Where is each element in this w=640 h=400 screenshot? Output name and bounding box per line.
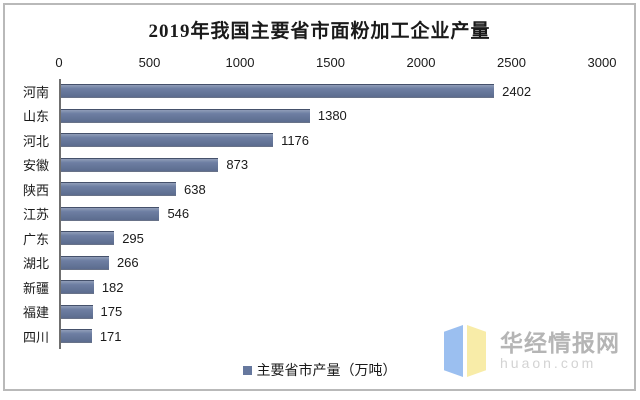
bar bbox=[61, 231, 115, 246]
bar bbox=[61, 84, 495, 99]
plot-area: 河南 2402 山东 1380 河北 1176 安徽 873 陕西 638 江苏 546 广东 295 湖北… bbox=[23, 79, 602, 349]
chart-title: 2019年我国主要省市面粉加工企业产量 bbox=[148, 21, 491, 42]
bar bbox=[61, 108, 310, 123]
bar bbox=[61, 157, 219, 172]
x-tick-label: 0 bbox=[55, 55, 63, 70]
legend-marker-icon bbox=[242, 365, 252, 375]
value-label: 266 bbox=[116, 255, 139, 271]
bar-row: 安徽 873 bbox=[23, 153, 602, 178]
value-label: 295 bbox=[122, 230, 144, 246]
category-label: 河南 bbox=[23, 84, 50, 100]
category-label: 湖北 bbox=[23, 256, 50, 272]
value-label: 175 bbox=[100, 304, 123, 320]
category-label: 新疆 bbox=[23, 280, 50, 296]
category-label: 山东 bbox=[23, 109, 50, 125]
value-label: 546 bbox=[167, 206, 190, 222]
category-label: 江苏 bbox=[23, 207, 50, 223]
bar-row: 江苏 546 bbox=[23, 202, 602, 227]
watermark-site-url: huaon.com bbox=[500, 354, 597, 371]
bar-row: 湖北 266 bbox=[23, 251, 602, 276]
category-label: 广东 bbox=[23, 231, 50, 247]
value-label: 873 bbox=[226, 157, 249, 173]
bar-row: 四川 171 bbox=[23, 324, 602, 349]
bar-row: 河北 1176 bbox=[23, 128, 602, 153]
bar-row: 陕西 638 bbox=[23, 177, 602, 202]
bar bbox=[61, 206, 160, 221]
value-label: 1176 bbox=[281, 132, 310, 148]
bar-row: 新疆 182 bbox=[23, 275, 602, 300]
legend: 主要省市产量（万吨） bbox=[5, 360, 634, 380]
bar bbox=[61, 304, 93, 319]
category-label: 四川 bbox=[23, 329, 50, 345]
x-tick-label: 3000 bbox=[587, 55, 617, 70]
bar-row: 广东 295 bbox=[23, 226, 602, 251]
watermark-text: 华经情报网 huaon.com bbox=[500, 329, 620, 372]
x-tick-label: 1500 bbox=[316, 55, 345, 70]
logo-right-panel bbox=[467, 325, 486, 377]
x-tick-label: 2500 bbox=[497, 55, 526, 70]
chart-frame: 2019年我国主要省市面粉加工企业产量 0 500 1000 1500 2000 2500… bbox=[3, 3, 636, 391]
value-label: 2402 bbox=[502, 83, 532, 99]
bar-row: 福建 175 bbox=[23, 300, 602, 325]
bar bbox=[61, 133, 274, 148]
x-axis: 0 500 1000 1500 2000 2500 3000 bbox=[55, 55, 616, 71]
bar bbox=[61, 329, 92, 344]
bar-row: 河南 2402 bbox=[23, 79, 602, 104]
bar bbox=[61, 182, 177, 197]
watermark: 华经情报网 huaon.com bbox=[444, 325, 620, 377]
value-label: 1380 bbox=[317, 108, 347, 124]
bar bbox=[61, 280, 94, 295]
category-label: 陕西 bbox=[23, 182, 50, 198]
value-label: 638 bbox=[184, 181, 206, 197]
watermark-site-name: 华经情报网 bbox=[500, 329, 620, 356]
bar bbox=[61, 255, 109, 270]
value-label: 182 bbox=[101, 279, 124, 295]
logo-left-panel bbox=[444, 325, 463, 377]
x-tick-label: 500 bbox=[138, 55, 161, 70]
legend-label: 主要省市产量（万吨） bbox=[256, 362, 397, 378]
x-tick-label: 1000 bbox=[225, 55, 255, 70]
bar-row: 山东 1380 bbox=[23, 104, 602, 129]
category-label: 福建 bbox=[23, 305, 50, 321]
category-label: 河北 bbox=[23, 133, 50, 149]
huaon-logo-icon bbox=[444, 325, 486, 377]
category-label: 安徽 bbox=[23, 158, 50, 174]
value-label: 171 bbox=[99, 328, 122, 344]
x-tick-label: 2000 bbox=[406, 55, 436, 70]
